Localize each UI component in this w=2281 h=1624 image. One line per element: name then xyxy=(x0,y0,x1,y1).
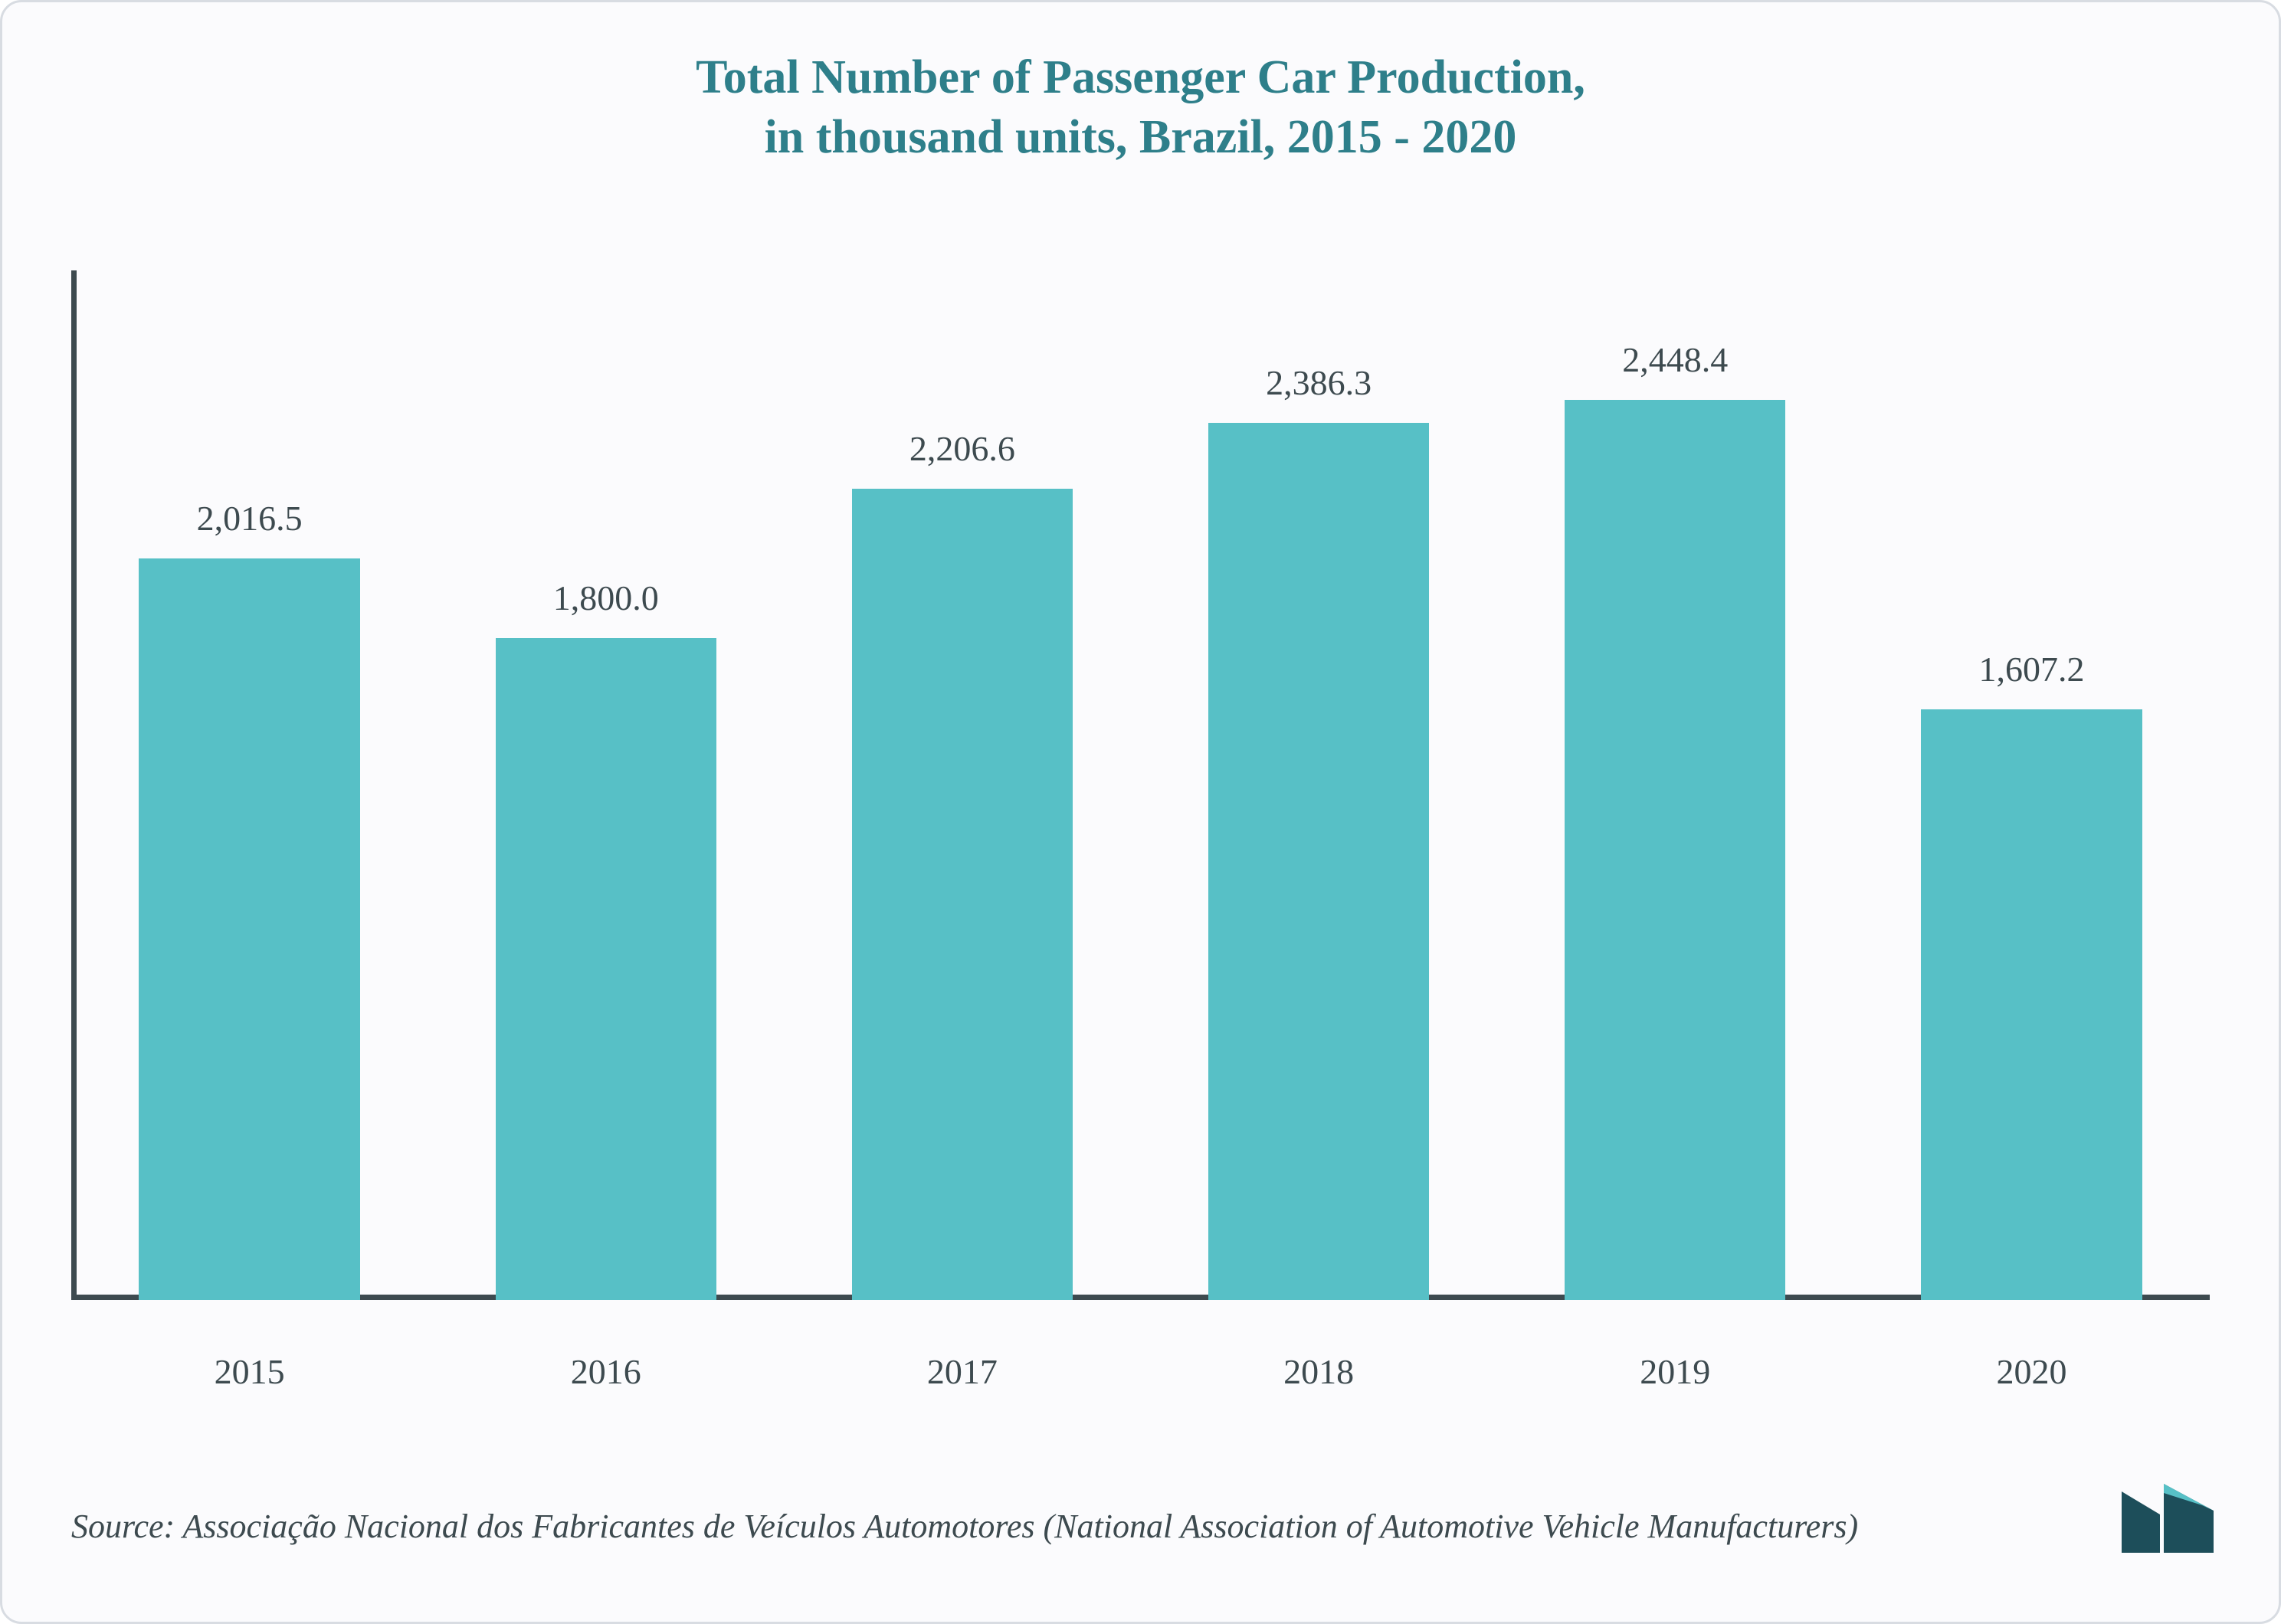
bar-value-label: 2,448.4 xyxy=(1622,339,1728,380)
logo-icon xyxy=(2118,1476,2217,1560)
bar: 2,386.3 xyxy=(1208,423,1429,1300)
bar-value-label: 2,206.6 xyxy=(909,428,1015,469)
x-axis-label: 2019 xyxy=(1497,1351,1853,1392)
bar-slot: 2,448.4 xyxy=(1497,270,1853,1300)
bar-value-label: 2,016.5 xyxy=(197,498,303,539)
bar-slot: 1,800.0 xyxy=(428,270,784,1300)
chart-title: Total Number of Passenger Car Production… xyxy=(2,48,2279,167)
x-axis-label: 2018 xyxy=(1141,1351,1497,1392)
bars-container: 2,016.5 1,800.0 2,206.6 2,386.3 2,448.4 1,607… xyxy=(71,270,2210,1300)
chart-title-line1: Total Number of Passenger Car Production… xyxy=(696,51,1585,103)
plot-area: 2,016.5 1,800.0 2,206.6 2,386.3 2,448.4 1,607… xyxy=(71,270,2210,1300)
brand-logo xyxy=(2118,1476,2217,1560)
bar: 2,016.5 xyxy=(139,558,359,1300)
x-axis-label: 2016 xyxy=(428,1351,784,1392)
bar-slot: 2,386.3 xyxy=(1141,270,1497,1300)
bar-slot: 2,206.6 xyxy=(784,270,1140,1300)
x-axis-label: 2017 xyxy=(784,1351,1140,1392)
bar-slot: 1,607.2 xyxy=(1853,270,2210,1300)
bar: 1,800.0 xyxy=(496,638,716,1300)
bar-value-label: 1,607.2 xyxy=(1978,649,2084,689)
source-text: Source: Associação Nacional dos Fabrican… xyxy=(71,1501,2079,1553)
bar: 1,607.2 xyxy=(1921,709,2142,1300)
x-axis-label: 2020 xyxy=(1853,1351,2210,1392)
chart-card: Total Number of Passenger Car Production… xyxy=(0,0,2281,1624)
x-axis-label: 2015 xyxy=(71,1351,428,1392)
bar-value-label: 1,800.0 xyxy=(553,578,659,618)
bar-slot: 2,016.5 xyxy=(71,270,428,1300)
bar: 2,448.4 xyxy=(1565,400,1785,1300)
chart-title-line2: in thousand units, Brazil, 2015 - 2020 xyxy=(765,111,1517,163)
x-labels: 201520162017201820192020 xyxy=(71,1351,2210,1392)
bar: 2,206.6 xyxy=(852,489,1073,1300)
bar-value-label: 2,386.3 xyxy=(1266,362,1372,403)
